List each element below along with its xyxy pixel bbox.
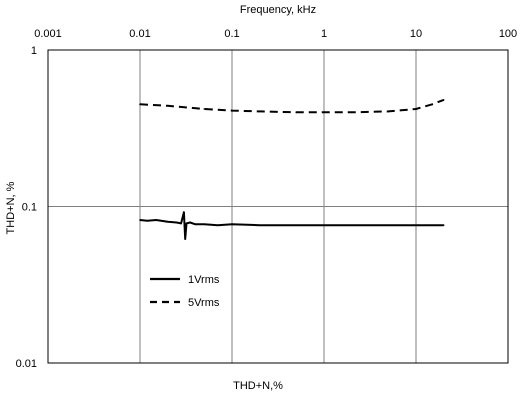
x-tick-0-01: 0.01: [129, 28, 150, 40]
series-point-5vrms-5: [295, 111, 298, 114]
y-tick-1: 1: [31, 45, 37, 57]
x-tick-0-001: 0.001: [34, 28, 62, 40]
x-tick-1: 1: [321, 28, 327, 40]
series-point-1vrms-1: [146, 220, 149, 222]
x-axis-title-top: Frequency, kHz: [240, 4, 316, 16]
x-tick-100: 100: [499, 28, 517, 40]
series-point-1vrms-14: [258, 224, 261, 226]
series-point-1vrms-17: [350, 224, 353, 226]
series-point-1vrms-4: [175, 221, 178, 224]
series-point-1vrms-13: [231, 223, 233, 226]
series-line-5vrms: [139, 98, 445, 114]
series-point-1vrms-3: [166, 220, 169, 223]
series-point-5vrms-4: [258, 110, 261, 113]
y-tick-0-01: 0.01: [16, 358, 37, 370]
y-axis-title: THD+N, %: [5, 181, 17, 234]
series-point-5vrms-8: [387, 110, 390, 113]
series-point-5vrms-7: [350, 111, 353, 114]
series-layer: [139, 98, 445, 240]
x-tick-0-1: 0.1: [224, 28, 239, 40]
x-axis-title-bottom: THD+N,%: [233, 380, 283, 392]
series-point-1vrms-16: [323, 224, 325, 226]
y-tick-0-1: 0.1: [22, 202, 37, 214]
series-point-1vrms-2: [155, 219, 158, 221]
series-point-1vrms-8: [185, 222, 188, 225]
series-point-5vrms-6: [323, 111, 325, 114]
series-point-5vrms-1: [166, 104, 169, 107]
series-point-5vrms-0: [139, 103, 141, 106]
series-point-5vrms-9: [415, 108, 417, 110]
series-point-1vrms-12: [216, 224, 219, 226]
series-point-1vrms-9: [189, 221, 191, 224]
legend-label-1vrms: 1Vrms: [188, 274, 220, 286]
y-tick-labels: 1 0.1 0.01: [16, 45, 37, 370]
grid: [48, 50, 508, 363]
series-point-1vrms-18: [387, 224, 390, 226]
series-point-5vrms-11: [442, 99, 445, 101]
series-point-1vrms-0: [139, 219, 141, 221]
x-tick-10: 10: [410, 28, 422, 40]
series-point-5vrms-2: [203, 108, 206, 110]
series-point-1vrms-11: [203, 223, 206, 226]
series-point-1vrms-7: [184, 238, 187, 240]
series-point-1vrms-19: [415, 224, 417, 226]
x-tick-labels: 0.001 0.01 0.1 1 10 100: [34, 28, 517, 40]
plot-frame: [47, 49, 509, 364]
series-point-1vrms-15: [295, 224, 298, 226]
series-point-1vrms-5: [180, 222, 182, 225]
series-point-1vrms-6: [183, 211, 185, 213]
legend: 1Vrms 5Vrms: [150, 274, 220, 309]
series-point-1vrms-20: [442, 224, 445, 226]
legend-label-5vrms: 5Vrms: [188, 297, 220, 309]
series-point-5vrms-3: [231, 109, 233, 112]
series-point-5vrms-10: [431, 103, 434, 106]
series-point-1vrms-10: [194, 223, 197, 226]
